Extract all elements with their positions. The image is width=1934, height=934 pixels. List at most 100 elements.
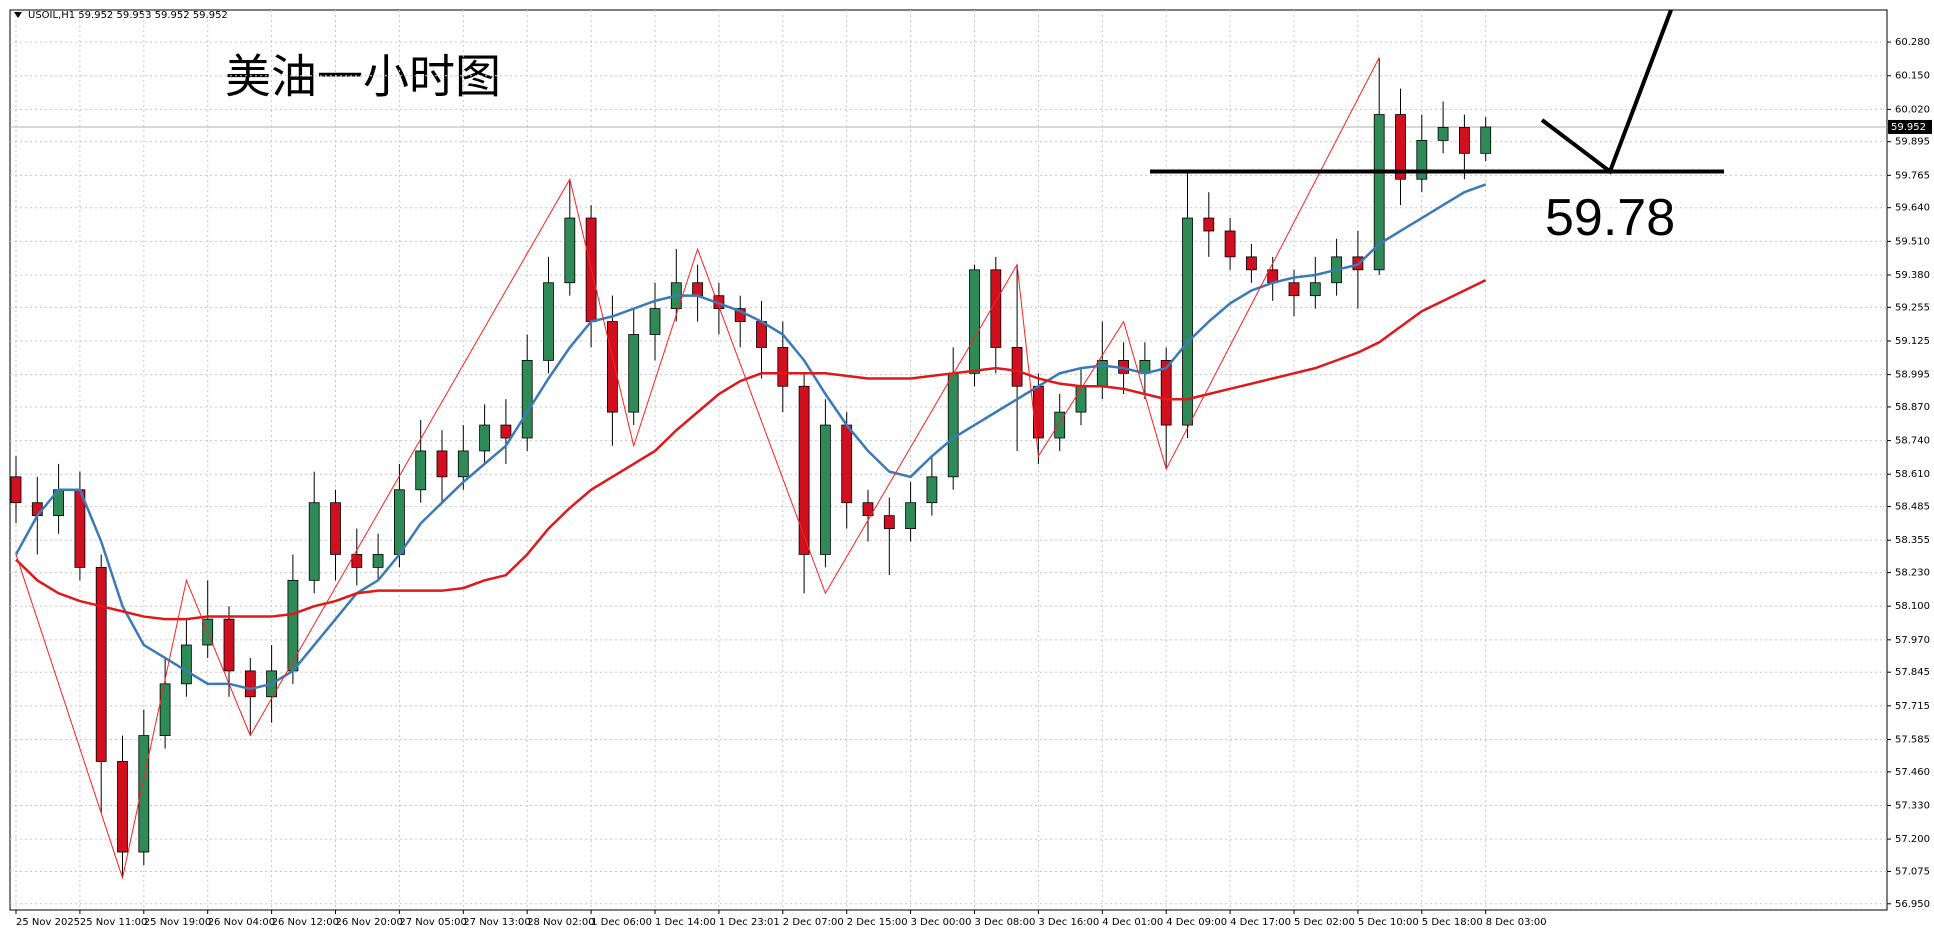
- candle-body: [926, 476, 938, 504]
- candle-body: [1416, 140, 1428, 180]
- x-tick-label: 26 Nov 20:00: [336, 917, 403, 928]
- candle-body: [543, 282, 554, 361]
- y-tick-label: 57.330: [1895, 800, 1930, 811]
- candle-body: [457, 450, 469, 478]
- x-tick-label: 25 Nov 19:00: [144, 917, 211, 928]
- y-tick-label: 59.510: [1895, 236, 1930, 247]
- x-tick-label: 4 Dec 01:00: [1102, 917, 1163, 928]
- candle-body: [607, 321, 618, 413]
- last-price-label: 59.952: [1891, 122, 1926, 133]
- y-tick-label: 57.715: [1895, 701, 1930, 712]
- x-tick-label: 2 Dec 15:00: [847, 917, 908, 928]
- x-tick-label: 3 Dec 16:00: [1038, 917, 1099, 928]
- candle-body: [1011, 347, 1023, 387]
- candle-body: [862, 502, 874, 517]
- x-tick-label: 3 Dec 08:00: [975, 917, 1036, 928]
- x-tick-label: 1 Dec 14:00: [655, 917, 716, 928]
- candle-body: [138, 735, 150, 853]
- menu-icon[interactable]: [14, 12, 22, 18]
- x-tick-label: 8 Dec 03:00: [1486, 917, 1547, 928]
- candle-body: [1096, 359, 1108, 387]
- y-tick-label: 58.610: [1895, 469, 1930, 480]
- candle-body: [1480, 126, 1492, 154]
- candle-body: [1203, 217, 1215, 232]
- y-tick-label: 60.150: [1895, 71, 1930, 82]
- candle-body: [393, 489, 405, 555]
- x-tick-label: 4 Dec 09:00: [1166, 917, 1227, 928]
- y-tick-label: 57.970: [1895, 635, 1930, 646]
- y-tick-label: 58.100: [1895, 601, 1930, 612]
- candle-body: [649, 308, 661, 335]
- x-tick-label: 2 Dec 07:00: [783, 917, 844, 928]
- y-tick-label: 60.020: [1895, 104, 1930, 115]
- y-tick-label: 58.485: [1895, 502, 1930, 513]
- y-tick-label: 57.075: [1895, 866, 1930, 877]
- symbol-header: USOIL,H1 59.952 59.953 59.952 59.952: [28, 10, 228, 21]
- moving-average: [14, 183, 1487, 691]
- y-tick-label: 59.895: [1895, 137, 1930, 148]
- x-tick-label: 1 Dec 06:00: [591, 917, 652, 928]
- x-tick-label: 1 Dec 23:01: [719, 917, 780, 928]
- candle-body: [1182, 217, 1193, 426]
- y-tick-label: 59.765: [1895, 170, 1930, 181]
- candle-body: [820, 424, 831, 555]
- chart-title: 美油一小时图: [225, 50, 501, 104]
- candle-body: [841, 424, 853, 504]
- candle-body: [947, 372, 959, 478]
- candle-body: [1033, 385, 1044, 439]
- candle-body: [1309, 282, 1321, 297]
- x-tick-label: 27 Nov 05:00: [399, 917, 466, 928]
- candle-body: [798, 385, 810, 555]
- x-tick-label: 26 Nov 04:00: [208, 917, 275, 928]
- x-tick-label: 5 Dec 18:00: [1422, 917, 1483, 928]
- candle-body: [415, 450, 427, 491]
- level-label: 59.78: [1545, 189, 1675, 247]
- y-tick-label: 59.255: [1895, 302, 1930, 313]
- hand-drawn-arrow: [1540, 9, 1673, 175]
- candle-body: [990, 269, 1002, 348]
- candle-body: [1459, 127, 1470, 154]
- candle-body: [479, 424, 491, 452]
- candle-body: [159, 683, 171, 736]
- candle-body: [1224, 230, 1236, 258]
- candle-body: [500, 424, 512, 439]
- y-tick-label: 57.460: [1895, 767, 1930, 778]
- x-tick-label: 3 Dec 00:00: [911, 917, 972, 928]
- candle-body: [777, 347, 789, 387]
- candle-body: [1246, 256, 1257, 271]
- candle-body: [436, 450, 448, 478]
- candle-body: [287, 579, 299, 672]
- candle-body: [1437, 127, 1449, 141]
- y-tick-label: 58.230: [1895, 568, 1930, 579]
- moving-average: [15, 279, 1487, 621]
- y-tick-label: 58.995: [1895, 370, 1930, 381]
- candle-body: [95, 566, 107, 762]
- candle-body: [117, 761, 128, 853]
- zigzag-line: [15, 57, 1380, 880]
- candle-body: [1395, 114, 1406, 180]
- candle-body: [351, 554, 363, 568]
- x-tick-label: 5 Dec 10:00: [1358, 917, 1419, 928]
- y-tick-label: 58.870: [1895, 402, 1930, 413]
- y-tick-label: 56.950: [1895, 899, 1930, 910]
- x-tick-label: 4 Dec 17:00: [1230, 917, 1291, 928]
- y-tick-label: 57.200: [1895, 834, 1930, 845]
- x-tick-label: 25 Nov 11:00: [80, 917, 147, 928]
- x-tick-label: 25 Nov 2025: [16, 917, 80, 928]
- last-price-tag: [1888, 119, 1932, 134]
- candle-body: [1054, 411, 1066, 439]
- x-tick-label: 28 Nov 02:00: [527, 917, 594, 928]
- candle-body: [883, 515, 895, 529]
- candle-body: [308, 502, 320, 581]
- candle-body: [1160, 359, 1172, 426]
- candle-body: [244, 670, 256, 698]
- y-tick-label: 59.380: [1895, 270, 1930, 281]
- candle-body: [734, 308, 746, 322]
- candle-body: [969, 269, 980, 374]
- candle-body: [330, 502, 341, 555]
- candle-body: [223, 618, 235, 672]
- y-tick-label: 58.355: [1895, 535, 1930, 546]
- candle-body: [521, 359, 533, 439]
- y-tick-label: 59.125: [1895, 336, 1930, 347]
